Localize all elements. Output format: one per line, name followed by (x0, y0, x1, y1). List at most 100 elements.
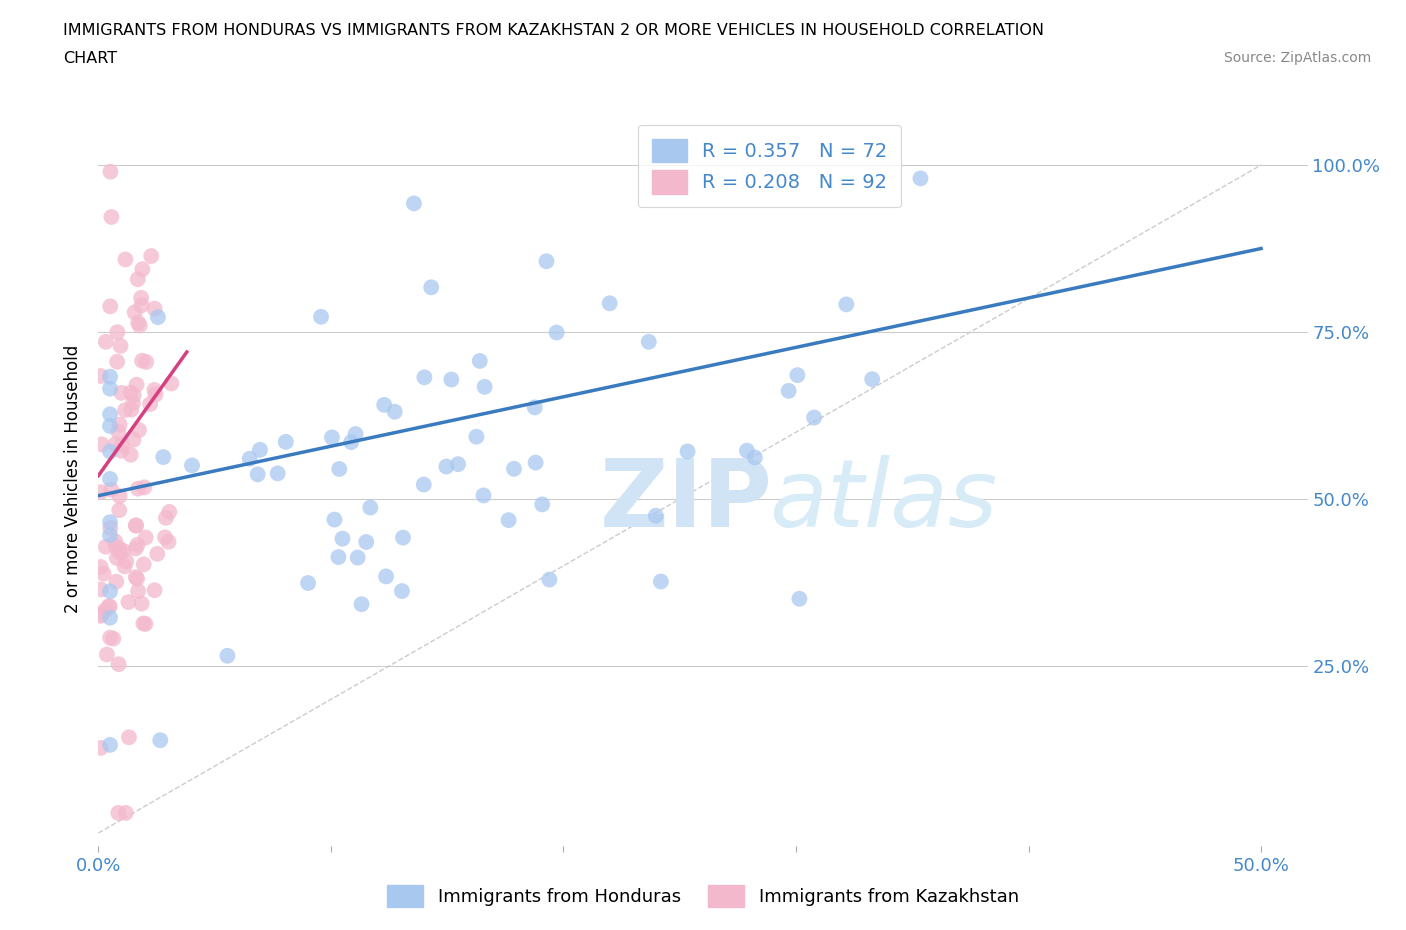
Point (323, 512, 346, 527)
Point (599, 296, 621, 311)
Point (346, 551, 368, 565)
Text: atlas: atlas (769, 456, 998, 547)
Point (98, 527, 121, 542)
Point (267, 466, 290, 481)
Point (239, 451, 262, 466)
Point (375, 569, 398, 584)
Point (115, 553, 138, 568)
Point (153, 530, 176, 545)
Point (157, 504, 180, 519)
Point (90, 368, 112, 383)
Point (90, 608, 112, 623)
Point (90, 740, 112, 755)
Point (112, 543, 135, 558)
Point (835, 297, 858, 312)
Point (420, 280, 443, 295)
Point (474, 379, 496, 394)
Point (538, 572, 561, 587)
Point (344, 427, 367, 442)
Point (860, 372, 883, 387)
Point (524, 455, 547, 470)
Point (181, 458, 204, 473)
Point (107, 657, 129, 671)
Point (328, 550, 350, 565)
Text: IMMIGRANTS FROM HONDURAS VS IMMIGRANTS FROM KAZAKHSTAN 2 OR MORE VEHICLES IN HOU: IMMIGRANTS FROM HONDURAS VS IMMIGRANTS F… (63, 23, 1045, 38)
Point (93, 566, 115, 581)
Point (105, 574, 128, 589)
Point (246, 467, 269, 482)
Point (98, 631, 121, 645)
Point (297, 576, 319, 591)
Point (110, 444, 132, 458)
Point (160, 376, 183, 391)
Point (332, 531, 354, 546)
Text: Source: ZipAtlas.com: Source: ZipAtlas.com (1223, 51, 1371, 65)
Point (146, 547, 169, 562)
Point (155, 511, 177, 525)
Point (139, 397, 162, 412)
Point (472, 488, 495, 503)
Point (131, 353, 153, 368)
Point (350, 597, 373, 612)
Point (122, 432, 145, 447)
Point (309, 310, 332, 325)
Point (465, 430, 488, 445)
Point (98, 406, 121, 421)
Point (125, 378, 148, 392)
Point (546, 326, 568, 340)
Point (122, 396, 145, 411)
Point (354, 535, 377, 550)
Point (98, 737, 121, 752)
Point (111, 438, 134, 453)
Point (90, 607, 112, 622)
Point (108, 488, 131, 503)
Point (114, 252, 136, 267)
Point (108, 503, 131, 518)
Point (117, 594, 139, 609)
Point (523, 400, 546, 415)
Point (328, 461, 350, 476)
Point (744, 450, 766, 465)
Point (98, 418, 121, 433)
Text: ZIP: ZIP (600, 455, 773, 547)
Point (503, 461, 526, 476)
Point (93, 604, 115, 618)
Point (143, 301, 166, 316)
Point (104, 538, 127, 553)
Point (98, 584, 121, 599)
Point (100, 483, 122, 498)
Point (98, 444, 121, 458)
Point (90, 485, 112, 499)
Point (108, 541, 131, 556)
Point (90, 582, 112, 597)
Point (131, 262, 153, 277)
Point (134, 617, 156, 631)
Point (110, 339, 132, 353)
Point (910, 171, 932, 186)
Point (145, 387, 167, 402)
Point (98, 381, 121, 396)
Point (413, 370, 436, 385)
Point (650, 574, 672, 589)
Text: CHART: CHART (63, 51, 117, 66)
Point (98, 369, 121, 384)
Point (94, 539, 117, 554)
Point (120, 447, 142, 462)
Point (127, 481, 149, 496)
Point (124, 305, 146, 320)
Point (104, 534, 127, 549)
Point (135, 354, 157, 369)
Point (735, 444, 758, 458)
Point (803, 410, 825, 425)
Point (274, 434, 297, 449)
Point (217, 648, 239, 663)
Point (132, 557, 155, 572)
Point (402, 196, 425, 211)
Point (127, 315, 149, 330)
Legend: R = 0.357   N = 72, R = 0.208   N = 92: R = 0.357 N = 72, R = 0.208 N = 92 (638, 125, 901, 207)
Point (114, 403, 136, 418)
Point (249, 443, 271, 458)
Point (321, 430, 343, 445)
Point (146, 310, 169, 325)
Point (125, 570, 148, 585)
